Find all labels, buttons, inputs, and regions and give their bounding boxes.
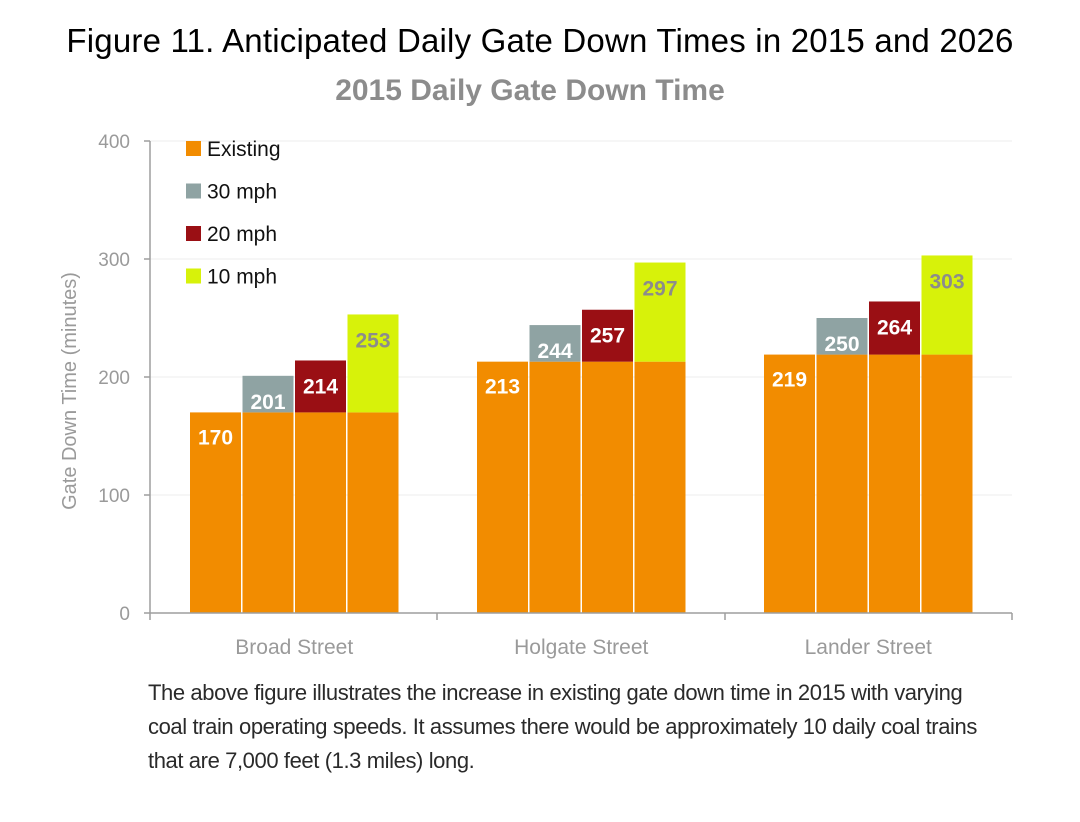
bar-existing-portion — [190, 412, 241, 613]
bar-10-mph-increase — [347, 314, 399, 413]
data-label: 250 — [824, 333, 859, 356]
y-tick-label: 300 — [98, 250, 130, 271]
data-label: 257 — [590, 325, 625, 348]
bar-10-mph-increase — [921, 255, 973, 355]
bar-20-mph-increase — [582, 309, 633, 362]
bar-30-mph-increase — [242, 375, 294, 413]
bar-10-mph-increase — [634, 262, 686, 362]
bar-30-mph-increase — [816, 318, 868, 355]
bar-20-mph-increase — [869, 301, 920, 355]
data-label: 264 — [877, 316, 912, 339]
legend-label: 30 mph — [207, 181, 277, 204]
chart-title: 2015 Daily Gate Down Time — [335, 74, 725, 107]
bar-existing-portion — [347, 412, 399, 613]
y-tick-label: 100 — [98, 486, 130, 507]
data-label: 170 — [198, 426, 233, 449]
bar-existing-portion — [582, 361, 633, 613]
legend-swatch — [186, 183, 201, 199]
legend-label: Existing — [207, 138, 281, 161]
y-axis-label: Gate Down Time (minutes) — [59, 272, 81, 510]
bar-existing-portion — [477, 361, 528, 613]
bar-30-mph-increase — [529, 325, 581, 362]
y-tick-label: 0 — [119, 604, 130, 625]
data-label: 214 — [303, 375, 338, 398]
data-label: 201 — [250, 391, 285, 414]
x-tick-label: Lander Street — [805, 636, 932, 659]
bar-existing-portion — [529, 361, 581, 613]
legend-swatch — [186, 268, 201, 284]
y-tick-label: 400 — [98, 132, 130, 153]
caption-line-1: The above figure illustrates the increas… — [148, 680, 963, 705]
x-tick-label: Broad Street — [235, 636, 353, 659]
figure-caption: The above figure illustrates the increas… — [148, 676, 977, 778]
caption-line-2: coal train operating speeds. It assumes … — [148, 714, 977, 739]
bar-existing-portion — [764, 354, 815, 613]
y-tick-label: 200 — [98, 368, 130, 389]
bar-existing-portion — [921, 354, 973, 613]
data-label: 297 — [642, 278, 677, 301]
data-label: 253 — [355, 329, 390, 352]
bar-existing-portion — [634, 361, 686, 613]
legend-swatch — [186, 226, 201, 241]
data-label: 219 — [772, 369, 807, 392]
bar-20-mph-increase — [295, 360, 346, 413]
bar-existing-portion — [816, 354, 868, 613]
caption-line-3: that are 7,000 feet (1.3 miles) long. — [148, 748, 475, 773]
x-tick-label: Holgate Street — [514, 636, 648, 659]
data-label: 213 — [485, 376, 520, 399]
legend-label: 10 mph — [207, 266, 277, 289]
bar-existing-portion — [242, 412, 294, 613]
data-label: 244 — [537, 340, 572, 363]
legend-swatch — [186, 141, 201, 156]
bar-existing-portion — [295, 412, 346, 613]
data-label: 303 — [929, 270, 964, 293]
bar-existing-portion — [869, 354, 920, 613]
legend-label: 20 mph — [207, 223, 277, 246]
figure-title: Figure 11. Anticipated Daily Gate Down T… — [66, 22, 1014, 59]
